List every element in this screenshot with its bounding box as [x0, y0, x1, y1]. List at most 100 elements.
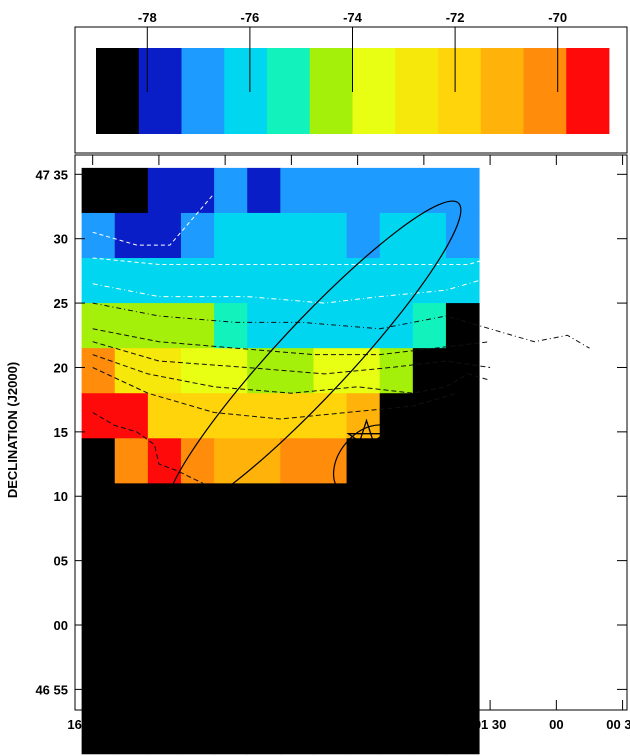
- heat-cell: [214, 528, 248, 574]
- heat-cells: [81, 167, 480, 755]
- x-tick-label: 00: [417, 717, 431, 732]
- x-axis-title: RIGHT ASCENSION (J2000): [273, 736, 442, 751]
- colorbar-block: [566, 48, 610, 134]
- heat-cell: [81, 258, 116, 304]
- heat-cell: [379, 303, 414, 349]
- heat-cell: [412, 303, 447, 349]
- heat-cell: [81, 618, 116, 665]
- contour-line: [92, 193, 215, 246]
- y-tick-label: 05: [54, 554, 68, 569]
- heat-cell: [247, 348, 281, 394]
- heat-cell: [114, 348, 149, 394]
- heat-cell: [81, 348, 116, 394]
- heat-cell: [313, 212, 348, 259]
- heat-cell: [280, 708, 314, 755]
- colorbar-block: [138, 48, 182, 134]
- heat-cell: [114, 438, 149, 484]
- contour-line: [92, 354, 491, 394]
- colorbar-block: [395, 48, 439, 134]
- heat-cell: [81, 663, 116, 710]
- colorbar-block: [480, 48, 524, 134]
- heat-cell: [81, 393, 116, 439]
- heat-cell: [346, 212, 381, 259]
- x-tick-label: 00: [284, 717, 298, 732]
- heat-cell: [81, 438, 116, 484]
- heat-cell: [412, 167, 447, 214]
- heat-cell: [313, 167, 348, 214]
- heat-cell: [214, 348, 248, 394]
- heat-cell: [379, 212, 414, 259]
- heat-cell: [247, 618, 281, 665]
- heat-cell: [214, 303, 248, 349]
- heat-cell: [81, 708, 116, 755]
- heat-cell: [313, 663, 348, 710]
- y-tick-label: 15: [54, 425, 68, 440]
- heat-cell: [280, 573, 314, 620]
- heat-cell: [346, 528, 381, 574]
- heat-cell: [379, 618, 414, 665]
- x-tick-label: 00: [549, 717, 563, 732]
- heat-cell: [214, 393, 248, 439]
- x-tick-label: 00 30: [606, 717, 630, 732]
- heat-cell: [346, 573, 381, 620]
- heat-cell: [214, 212, 248, 259]
- heat-cell: [81, 483, 116, 529]
- heat-cell: [280, 483, 314, 529]
- heat-cell: [445, 167, 480, 214]
- heat-cell: [313, 708, 348, 755]
- heat-cell: [346, 167, 381, 214]
- heat-cell: [147, 528, 182, 574]
- heat-cell: [81, 528, 116, 574]
- heat-cell: [379, 393, 414, 439]
- heat-cell: [180, 393, 215, 439]
- heat-cell: [346, 663, 381, 710]
- heat-cell: [147, 393, 182, 439]
- heat-cell: [379, 483, 414, 529]
- heat-cell: [445, 303, 480, 349]
- colorbar-block: [352, 48, 396, 134]
- contour-line: [92, 412, 204, 484]
- heat-cell: [247, 258, 281, 304]
- colorbar-tick-label: -74: [343, 10, 363, 25]
- heat-cell: [180, 483, 215, 529]
- colorbar-tick-label: -76: [241, 10, 260, 25]
- source-star-marker: [346, 418, 387, 457]
- y-tick-label: 10: [54, 489, 68, 504]
- heat-cell: [214, 708, 248, 755]
- heat-cell: [412, 212, 447, 259]
- heat-cell: [313, 528, 348, 574]
- heat-cell: [180, 348, 215, 394]
- heat-cell: [247, 573, 281, 620]
- heat-cell: [114, 212, 149, 259]
- heat-cell: [247, 303, 281, 349]
- heat-cell: [280, 438, 314, 484]
- heat-cell: [114, 303, 149, 349]
- heat-cell: [180, 258, 215, 304]
- heat-cell: [412, 663, 447, 710]
- beam-ellipse: [332, 424, 401, 496]
- x-tick-label: 02 30: [341, 717, 374, 732]
- contour-lines: [92, 193, 601, 484]
- heat-cell: [280, 528, 314, 574]
- heat-cell: [445, 258, 480, 304]
- heat-cell: [214, 618, 248, 665]
- colorbar-ticks: -78 -76 -74 -72 -70: [138, 10, 567, 92]
- heat-cell: [214, 663, 248, 710]
- heat-cell: [412, 483, 447, 529]
- heat-cell: [445, 483, 480, 529]
- y-tick-label: 20: [54, 360, 68, 375]
- heat-cell: [147, 618, 182, 665]
- colorbar-block: [309, 48, 353, 134]
- heat-cell: [379, 528, 414, 574]
- heat-cell: [412, 618, 447, 665]
- heat-cell: [180, 618, 215, 665]
- heat-cell: [247, 663, 281, 710]
- contour-line: [92, 302, 590, 349]
- heat-cell: [180, 167, 215, 214]
- heat-cell: [379, 258, 414, 304]
- heat-cell: [346, 303, 381, 349]
- contour-line: [92, 328, 491, 356]
- heat-cell: [412, 258, 447, 304]
- colorbar-block: [523, 48, 567, 134]
